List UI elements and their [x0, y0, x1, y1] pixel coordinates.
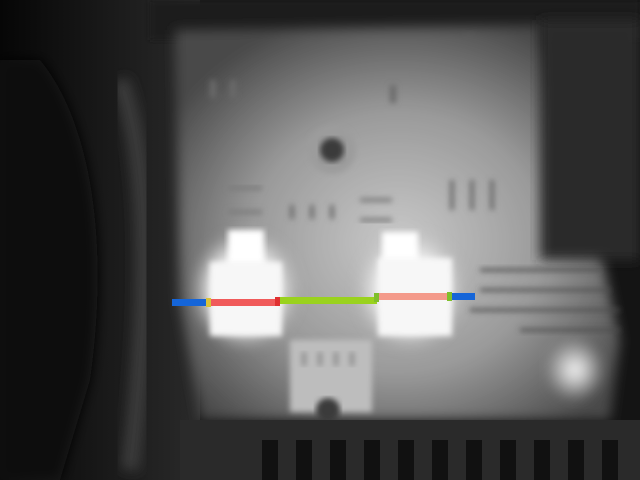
left-cable	[0, 60, 98, 480]
lower-screw	[316, 398, 340, 422]
line-segment-right-blue	[450, 293, 475, 300]
heatsink-fins	[262, 440, 618, 480]
line-marker	[275, 297, 280, 306]
left-hot-pad-top	[228, 230, 264, 266]
capacitor-center	[320, 138, 344, 162]
line-segment-left-blue	[172, 299, 209, 306]
line-segment-green	[278, 297, 377, 304]
line-marker	[206, 298, 211, 307]
line-segment-right-red	[377, 293, 450, 300]
board-pins	[210, 80, 494, 219]
component-outlines	[228, 186, 392, 222]
lower-component-pins	[302, 352, 354, 366]
right-traces	[470, 268, 620, 332]
right-board	[540, 20, 640, 260]
left-cable-highlight	[111, 76, 153, 472]
line-marker	[374, 293, 379, 302]
measurement-line	[172, 292, 475, 307]
line-marker	[447, 292, 452, 301]
right-hot-spot	[545, 338, 605, 402]
line-segment-left-red	[209, 299, 278, 306]
